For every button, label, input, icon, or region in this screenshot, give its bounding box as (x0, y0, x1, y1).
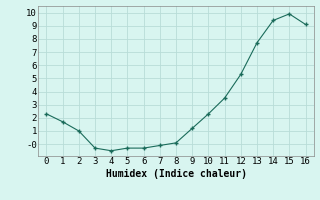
X-axis label: Humidex (Indice chaleur): Humidex (Indice chaleur) (106, 169, 246, 179)
